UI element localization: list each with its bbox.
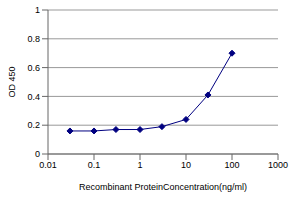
- svg-text:0.6: 0.6: [27, 63, 40, 73]
- svg-text:100: 100: [224, 160, 239, 170]
- svg-text:Recombinant ProteinConcentrati: Recombinant ProteinConcentration(ng/ml): [79, 182, 247, 192]
- svg-text:0: 0: [35, 149, 40, 159]
- svg-text:0.4: 0.4: [27, 92, 40, 102]
- svg-text:0.8: 0.8: [27, 34, 40, 44]
- svg-text:0.1: 0.1: [88, 160, 101, 170]
- svg-text:1: 1: [35, 5, 40, 15]
- svg-text:10: 10: [181, 160, 191, 170]
- svg-text:1000: 1000: [268, 160, 288, 170]
- svg-text:OD 450: OD 450: [8, 66, 17, 97]
- svg-text:1: 1: [137, 160, 142, 170]
- svg-text:0.2: 0.2: [27, 120, 40, 130]
- svg-text:0.01: 0.01: [39, 160, 57, 170]
